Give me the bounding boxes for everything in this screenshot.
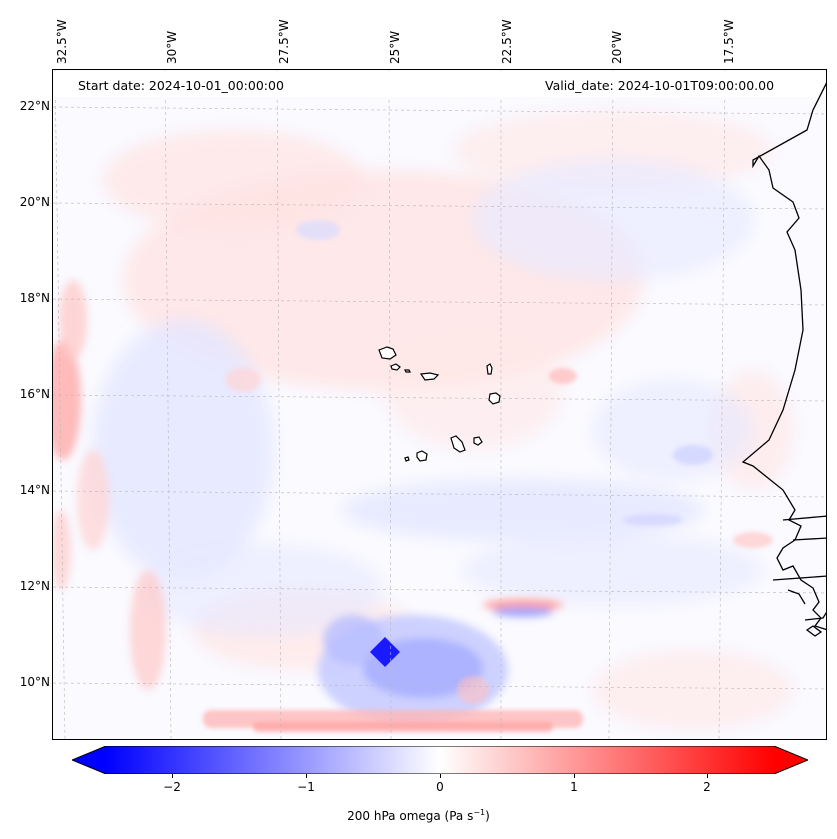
mesoscale-streaks [225, 220, 773, 704]
colorbar-label-exponent: −1 [473, 808, 486, 817]
lon-label-32.5W: 32.5°W [55, 19, 69, 64]
graticule [53, 70, 826, 739]
colorbar-tick-1: 1 [570, 780, 578, 794]
lon-label-20W: 20°W [610, 30, 624, 64]
lat-label-14N: 14°N [19, 483, 50, 497]
colorbar-tickmark [172, 774, 173, 778]
colorbar-tickmark [707, 774, 708, 778]
cape-verde-islands [378, 346, 501, 462]
colorbar-tick-neg2: −2 [163, 780, 181, 794]
colorbar-min-extension [72, 746, 106, 774]
lat-label-18N: 18°N [19, 291, 50, 305]
negative-omega-areas [93, 160, 763, 635]
map-panel [52, 69, 827, 740]
strong-negative-omega-blob [370, 637, 400, 667]
colorbar-tickmark [440, 774, 441, 778]
lon-label-27.5W: 27.5°W [277, 19, 291, 64]
omega-field-map [53, 70, 826, 739]
colorbar-tickmark [574, 774, 575, 778]
valid-date-label: Valid_date: 2024-10-01T09:00:00.00 [545, 78, 775, 93]
start-date-label: Start date: 2024-10-01_00:00:00 [78, 78, 284, 93]
colorbar-tick-0: 0 [436, 780, 444, 794]
colorbar-label-main: 200 hPa omega (Pa s [347, 809, 474, 823]
colorbar-max-extension [774, 746, 808, 774]
lon-label-22.5W: 22.5°W [500, 19, 514, 64]
lon-label-25W: 25°W [388, 30, 402, 64]
colorbar-label-end: ) [485, 809, 490, 823]
lon-label-30W: 30°W [165, 30, 179, 64]
colorbar-tickmark [306, 774, 307, 778]
lat-label-16N: 16°N [19, 387, 50, 401]
lat-label-22N: 22°N [19, 99, 50, 113]
colorbar-label: 200 hPa omega (Pa s−1) [0, 808, 837, 823]
west-africa-coastline [741, 82, 826, 637]
southern-subsidence-band [203, 710, 583, 732]
left-edge-convergence-band [53, 280, 166, 690]
lat-label-12N: 12°N [19, 579, 50, 593]
colorbar-tick-2: 2 [703, 780, 711, 794]
header-strip [54, 71, 826, 97]
omega-colorbar [72, 746, 808, 774]
colorbar-gradient [106, 746, 774, 774]
colorbar-tick-neg1: −1 [297, 780, 315, 794]
lat-label-10N: 10°N [19, 675, 50, 689]
lon-label-17.5W: 17.5°W [722, 19, 736, 64]
lat-label-20N: 20°N [19, 195, 50, 209]
